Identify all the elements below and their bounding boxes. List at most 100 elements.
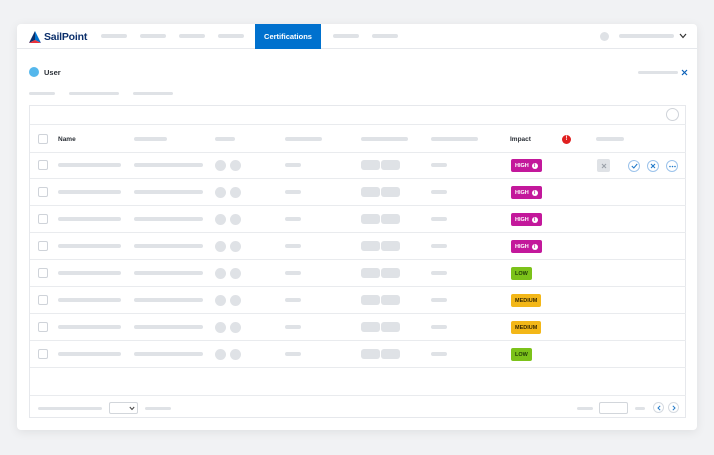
nav-item-placeholder-1[interactable]	[101, 34, 127, 38]
impact-label: HIGH	[515, 162, 529, 169]
cell-placeholder	[134, 325, 203, 329]
cell-placeholder	[285, 217, 301, 221]
column-header-placeholder-5[interactable]	[431, 137, 478, 141]
cell-placeholder	[431, 217, 447, 221]
cell-placeholder	[431, 244, 447, 248]
column-header-impact[interactable]: Impact	[510, 136, 531, 143]
cell-placeholder	[431, 298, 447, 302]
row-divider	[30, 286, 686, 287]
row-divider	[30, 205, 686, 206]
row-checkbox[interactable]	[38, 160, 48, 170]
avatar	[215, 160, 226, 171]
nav-item-placeholder-6[interactable]	[372, 34, 398, 38]
tag-placeholder	[361, 214, 380, 224]
impact-label: MEDIUM	[515, 297, 538, 304]
column-header-name[interactable]: Name	[58, 136, 76, 143]
row-checkbox[interactable]	[38, 349, 48, 359]
chevron-down-icon[interactable]	[679, 33, 687, 39]
revoke-icon	[650, 163, 656, 169]
row-checkbox[interactable]	[38, 268, 48, 278]
row-dismiss-button[interactable]	[597, 159, 610, 172]
cell-placeholder	[431, 271, 447, 275]
cell-placeholder	[134, 298, 203, 302]
select-all-checkbox[interactable]	[38, 134, 48, 144]
column-header-placeholder-2[interactable]	[215, 137, 235, 141]
close-icon[interactable]	[681, 69, 688, 76]
cell-placeholder	[285, 298, 301, 302]
close-label-placeholder	[638, 71, 678, 74]
cell-placeholder	[134, 163, 203, 167]
approve-icon	[630, 163, 638, 169]
impact-badge: HIGH i	[511, 240, 542, 253]
divider	[30, 124, 686, 125]
info-icon[interactable]: i	[531, 189, 538, 196]
row-divider	[30, 232, 686, 233]
user-avatar[interactable]	[600, 32, 609, 41]
tag-placeholder	[381, 349, 400, 359]
nav-item-placeholder-5[interactable]	[333, 34, 359, 38]
tab-certifications[interactable]: Certifications	[255, 24, 321, 49]
row-checkbox[interactable]	[38, 214, 48, 224]
pagination-info-placeholder	[145, 407, 171, 410]
avatar	[230, 322, 241, 333]
row-checkbox[interactable]	[38, 295, 48, 305]
brand-logo[interactable]: SailPoint	[29, 29, 87, 45]
row-divider	[30, 178, 686, 179]
top-navbar: SailPoint Certifications	[17, 24, 697, 49]
cell-placeholder-name	[58, 298, 121, 302]
row-divider	[30, 340, 686, 341]
avatar	[215, 322, 226, 333]
avatar	[215, 349, 226, 360]
section-title: User	[44, 68, 61, 77]
page-label-placeholder	[577, 407, 593, 410]
info-icon[interactable]: i	[531, 162, 538, 169]
sub-tab-placeholder-3[interactable]	[133, 92, 173, 95]
impact-label: LOW	[515, 270, 528, 277]
row-checkbox[interactable]	[38, 241, 48, 251]
more-icon	[668, 165, 676, 167]
rows-per-page-select[interactable]	[109, 402, 138, 414]
column-header-placeholder-1[interactable]	[134, 137, 167, 141]
rows-per-page-label	[38, 407, 102, 410]
cell-placeholder-name	[58, 163, 121, 167]
avatar	[215, 268, 226, 279]
cell-placeholder	[134, 217, 203, 221]
nav-item-placeholder-2[interactable]	[140, 34, 166, 38]
column-header-placeholder-3[interactable]	[285, 137, 322, 141]
impact-label: HIGH	[515, 243, 529, 250]
user-icon	[29, 67, 39, 77]
impact-label: HIGH	[515, 216, 529, 223]
info-icon[interactable]: i	[531, 243, 538, 250]
next-page-button[interactable]	[668, 402, 679, 413]
column-header-placeholder-4[interactable]	[361, 137, 408, 141]
revoke-button[interactable]	[647, 160, 659, 172]
column-header-placeholder-6[interactable]	[596, 137, 624, 141]
page-number-input[interactable]	[599, 402, 628, 414]
row-checkbox[interactable]	[38, 187, 48, 197]
impact-label: HIGH	[515, 189, 529, 196]
impact-badge: HIGH i	[511, 159, 542, 172]
nav-item-placeholder-3[interactable]	[179, 34, 205, 38]
impact-badge: LOW	[511, 267, 532, 280]
cell-placeholder-name	[58, 190, 121, 194]
divider	[30, 395, 686, 396]
cell-placeholder-name	[58, 217, 121, 221]
sub-tab-placeholder-2[interactable]	[69, 92, 119, 95]
more-actions-button[interactable]	[666, 160, 678, 172]
row-checkbox[interactable]	[38, 322, 48, 332]
previous-page-button[interactable]	[653, 402, 664, 413]
user-menu-placeholder[interactable]	[619, 34, 674, 38]
nav-item-placeholder-4[interactable]	[218, 34, 244, 38]
approve-button[interactable]	[628, 160, 640, 172]
cell-placeholder	[285, 271, 301, 275]
avatar	[215, 295, 226, 306]
sub-tab-placeholder-1[interactable]	[29, 92, 55, 95]
close-icon	[601, 163, 606, 168]
table-panel	[29, 105, 686, 418]
tag-placeholder	[361, 322, 380, 332]
tag-placeholder	[381, 160, 400, 170]
row-divider	[30, 259, 686, 260]
tag-placeholder	[381, 187, 400, 197]
info-icon[interactable]: i	[531, 216, 538, 223]
table-settings-button[interactable]	[666, 108, 679, 121]
